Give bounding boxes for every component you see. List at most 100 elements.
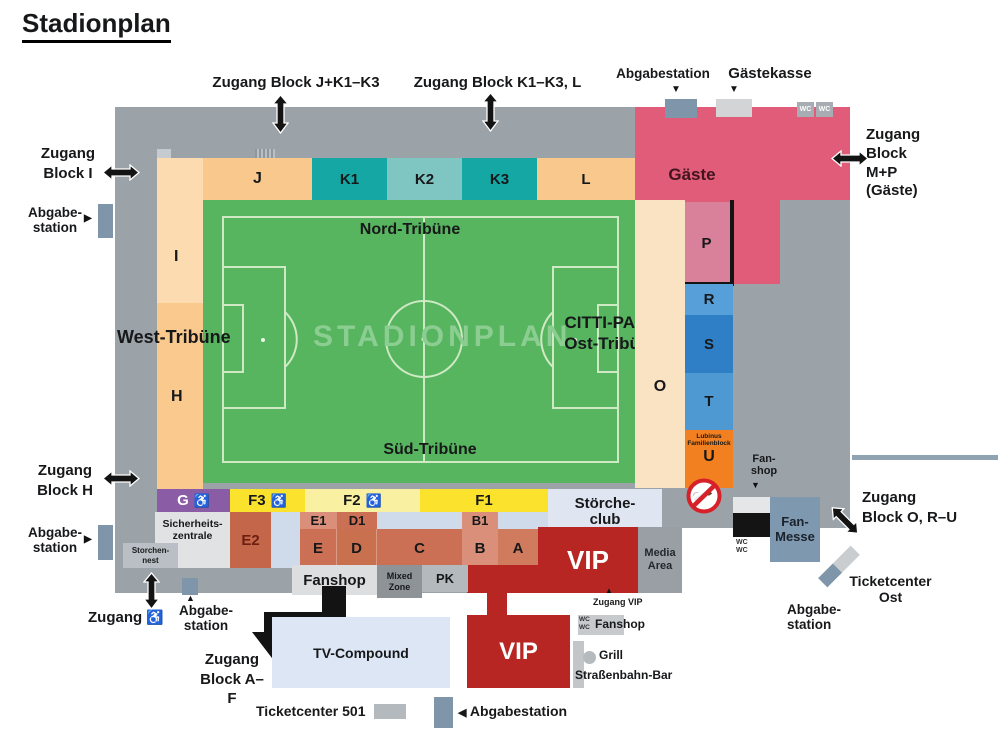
abgabe-station-east-label: Abgabe-station xyxy=(787,602,841,633)
block-u-lubinus: Lubinus Familienblock U xyxy=(685,430,733,488)
wheelchair-icon: ♿ xyxy=(270,492,287,508)
block-b: B xyxy=(462,529,498,567)
block-a-label: A xyxy=(512,539,524,557)
mixed-zone-label: Mixed Zone xyxy=(386,571,413,592)
abgabestation-north-pointer-icon: ▼ xyxy=(671,84,681,95)
abgabe-west2-pointer-icon: ▶ xyxy=(84,534,92,545)
grill-bar-marker xyxy=(573,641,584,688)
nord-tribuene-label: Nord-Tribüne xyxy=(359,221,461,238)
zugang-kl-arrow-icon xyxy=(482,92,499,132)
zugang-mp-label: Zugang Block M+P (Gäste) xyxy=(866,126,936,201)
ticketcenter-501-swatch xyxy=(374,704,406,719)
block-e2: E2 xyxy=(230,512,271,568)
block-g: G ♿ xyxy=(157,489,230,512)
block-s-label: S xyxy=(703,335,714,353)
strassenbahn-bar-label: Straßenbahn-Bar xyxy=(575,668,673,682)
block-e1-label: E1 xyxy=(310,513,327,528)
media-area-label: Media Area xyxy=(644,547,676,572)
boundary-line-east xyxy=(852,455,998,460)
zugang-block-i-label: Zugang Block I xyxy=(36,144,100,183)
fan-messe: Fan-Messe xyxy=(770,497,820,562)
block-k2: K2 xyxy=(387,158,462,200)
vip-area: VIP xyxy=(538,527,638,593)
mixed-zone: Mixed Zone xyxy=(377,565,422,598)
block-e2-label: E2 xyxy=(241,531,260,549)
tv-compound: TV-Compound xyxy=(272,617,450,688)
block-l: L xyxy=(537,158,635,200)
wc-label: WC xyxy=(579,616,590,623)
block-d-label: D xyxy=(351,539,362,557)
gaestekasse-pointer-icon: ▼ xyxy=(729,84,739,95)
block-k3: K3 xyxy=(462,158,537,200)
block-j: J xyxy=(203,158,312,200)
vip-connector xyxy=(487,593,507,615)
block-k1-label: K1 xyxy=(339,170,360,188)
wc-stack-label: WC WC xyxy=(736,539,748,556)
storchennest-label: Storchen-nest xyxy=(131,546,170,565)
zugang-oru-line2: Block O, R–U xyxy=(862,508,958,526)
grill-label: Grill xyxy=(599,648,624,662)
walkway-strip-3 xyxy=(498,512,548,529)
block-k3-label: K3 xyxy=(489,170,510,188)
stoercheclub-label: Störche-club xyxy=(574,494,636,528)
lubinus-label: Lubinus Familienblock xyxy=(687,433,731,448)
west-tribuene-label: West-Tribüne xyxy=(117,327,231,347)
vip-lounge: VIP xyxy=(467,615,570,688)
block-i-area xyxy=(157,158,203,303)
fanshop-booth-south xyxy=(578,615,624,635)
fan-messe-label: Fan-Messe xyxy=(775,513,815,544)
ticketcenter-ost-label: Ticketcenter Ost xyxy=(849,573,932,605)
block-o-label: O xyxy=(653,378,667,395)
abgabe-west1-pointer-icon: ▶ xyxy=(84,213,92,224)
block-k2-label: K2 xyxy=(414,170,435,188)
vip-label: VIP xyxy=(567,544,609,575)
zugang-af-line1: Zugang xyxy=(204,651,260,668)
block-b1-label: B1 xyxy=(471,513,489,528)
block-i-label: I xyxy=(174,248,179,265)
block-d1-label: D1 xyxy=(348,513,366,528)
pk-label: PK xyxy=(435,571,455,586)
wheelchair-icon: ♿ xyxy=(365,492,382,508)
zugang-oru-arrow-wrap xyxy=(826,501,865,540)
page-title: Stadionplan xyxy=(22,8,171,43)
block-f1: F1 xyxy=(420,489,548,512)
zugang-i-line1: Zugang xyxy=(40,145,96,162)
pitch-watermark: STADIONPLAN xyxy=(313,320,572,353)
block-c-label: C xyxy=(414,539,425,557)
zugang-jk-arrow-icon xyxy=(272,94,289,134)
wc-label: WC xyxy=(736,547,748,555)
fanshop-east-pointer-icon: ▼ xyxy=(751,480,760,490)
walkway-strip-1 xyxy=(271,512,300,568)
block-t-label: T xyxy=(704,393,714,410)
zugang-oru-line1: Zugang xyxy=(862,489,917,506)
sector-gaeste-upper xyxy=(635,107,850,200)
pitch xyxy=(203,200,635,483)
gaeste-label: Gäste xyxy=(668,165,716,184)
wc-label: WC xyxy=(579,623,590,631)
block-b-label: B xyxy=(474,539,486,557)
abgabestation-north-label: Abgabestation xyxy=(616,66,710,81)
fanshop-south-label: Fanshop xyxy=(303,571,366,589)
gaestekasse-booth xyxy=(716,99,752,117)
block-t: T xyxy=(685,373,733,430)
wheelchair-icon: ♿ xyxy=(146,609,164,625)
block-d: D xyxy=(337,529,377,567)
block-c: C xyxy=(377,529,462,567)
abgabestation-legend-label: ◀ Abgabestation xyxy=(458,703,567,720)
wc-booth-1: WC xyxy=(797,102,814,117)
zugang-block-h-label: Zugang Block H xyxy=(33,461,97,500)
block-u-label: U xyxy=(703,447,715,465)
abgabestation-booth-north xyxy=(665,99,697,118)
zugang-mp-line3: M+P xyxy=(866,163,898,181)
block-s: S xyxy=(685,315,733,373)
block-f2: F2 ♿ xyxy=(305,489,420,512)
block-o-area xyxy=(635,200,685,488)
storchennest: Storchen-nest xyxy=(123,543,178,568)
abgabestation-legend-pointer-icon: ◀ xyxy=(458,707,467,719)
abgabestation-booth-west2 xyxy=(98,525,113,560)
block-b1: B1 xyxy=(462,512,498,529)
abgabestation-booth-west1 xyxy=(98,204,113,238)
zugang-vip-pointer-icon: ▲ xyxy=(605,586,613,595)
zugang-mp-line4: (Gäste) xyxy=(866,182,918,200)
